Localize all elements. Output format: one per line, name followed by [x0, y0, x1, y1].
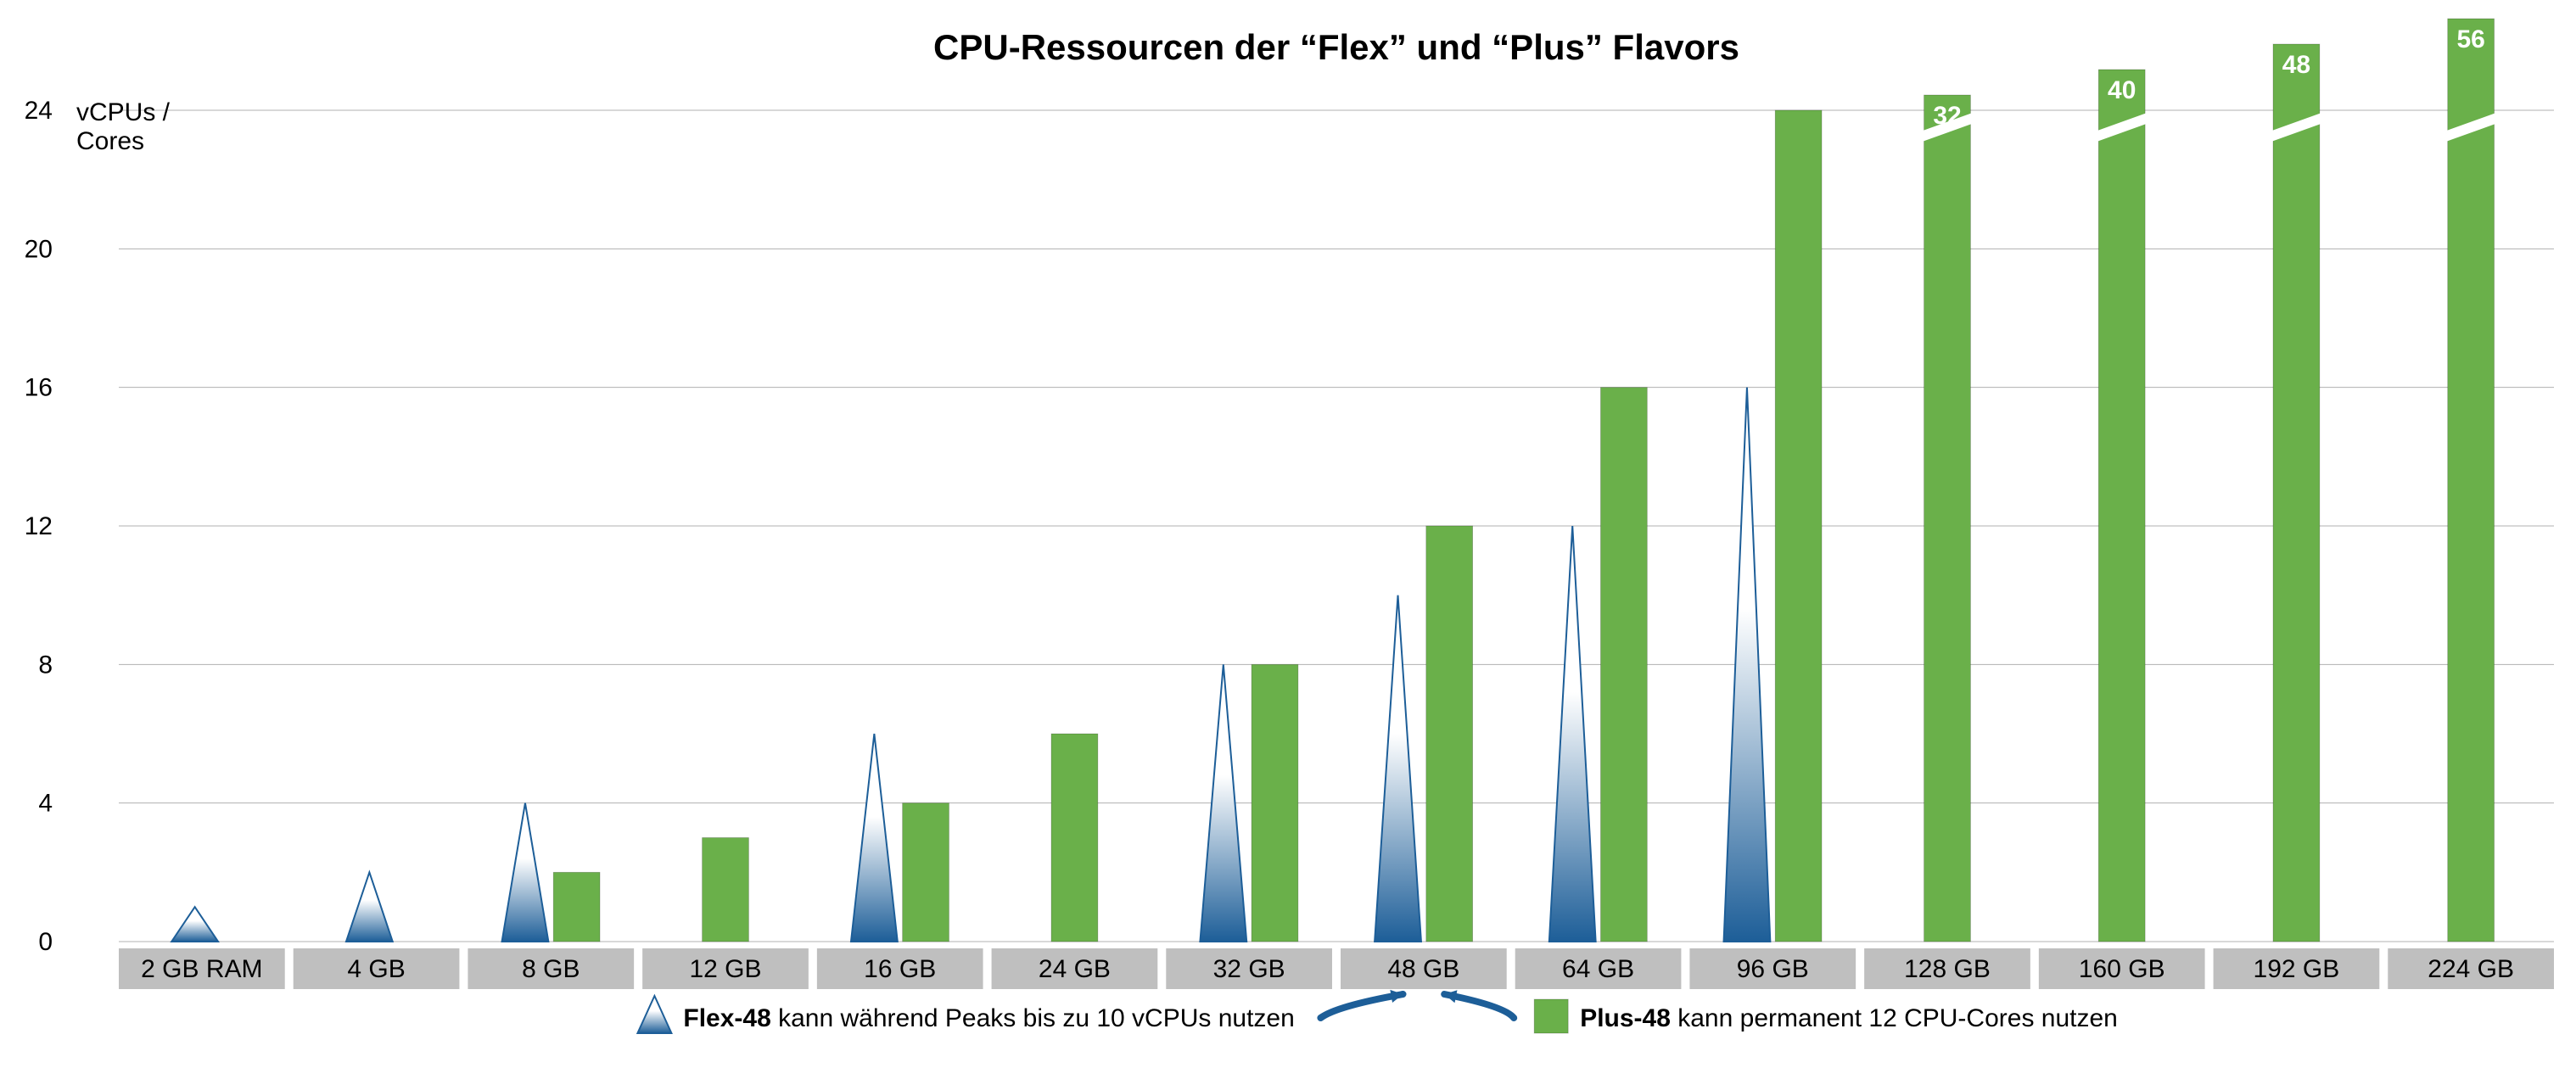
- bar: [1426, 526, 1473, 942]
- axis-breaks: [1919, 117, 2500, 137]
- legend-flex-icon: [637, 996, 671, 1033]
- legend-arrow: [1320, 994, 1403, 1018]
- flex-triangle: [1549, 526, 1596, 942]
- bar: [2448, 19, 2495, 942]
- bar: [1051, 734, 1098, 942]
- x-categories: 2 GB RAM 4 GB 8 GB 12 GB 16 GB 24 GB 32 GB 48 G…: [119, 948, 2554, 989]
- bar-value-label: 56: [2456, 25, 2484, 53]
- flex-triangle: [1375, 595, 1421, 942]
- x-category-label: 224 GB: [2428, 955, 2514, 983]
- svg-text:12: 12: [25, 512, 53, 540]
- x-category-label: 4 GB: [347, 955, 405, 983]
- svg-text:8: 8: [38, 651, 53, 679]
- bar-value-label: 40: [2108, 76, 2136, 104]
- bar: [703, 838, 749, 942]
- chart-title: CPU-Ressourcen der “Flex” und “Plus” Fla…: [933, 27, 1739, 67]
- bar: [1601, 388, 1648, 942]
- bar: [553, 872, 600, 942]
- x-category-label: 8 GB: [522, 955, 580, 983]
- svg-text:24: 24: [25, 97, 53, 125]
- legend-flex-text: Flex-48 kann während Peaks bis zu 10 vCP…: [683, 1004, 1294, 1032]
- chart-svg: CPU-Ressourcen der “Flex” und “Plus” Fla…: [0, 0, 2576, 1079]
- x-category-label: 24 GB: [1039, 955, 1111, 983]
- flex-triangle: [851, 734, 898, 942]
- x-category-label: 96 GB: [1737, 955, 1809, 983]
- x-category-label: 64 GB: [1562, 955, 1634, 983]
- svg-text:vCPUs /: vCPUs /: [76, 98, 171, 126]
- bar: [903, 803, 949, 942]
- bar: [2098, 70, 2145, 942]
- x-category-label: 12 GB: [689, 955, 761, 983]
- bar: [2273, 44, 2320, 942]
- x-category-label: 32 GB: [1213, 955, 1285, 983]
- x-category-label: 2 GB RAM: [141, 955, 262, 983]
- flex-triangle: [502, 803, 549, 942]
- bar: [1924, 95, 1971, 942]
- y-axis-label: vCPUs /Cores: [76, 98, 171, 155]
- legend-plus-icon: [1534, 999, 1568, 1033]
- bar-value-label: 48: [2282, 51, 2310, 79]
- svg-text:Cores: Cores: [76, 127, 144, 155]
- chart-container: CPU-Ressourcen der “Flex” und “Plus” Fla…: [0, 0, 2576, 1079]
- flex-triangle: [346, 872, 393, 942]
- grid: [119, 110, 2554, 942]
- flex-triangle: [171, 907, 218, 942]
- x-category-label: 192 GB: [2254, 955, 2340, 983]
- bar: [1252, 664, 1298, 942]
- bar: [1775, 110, 1822, 942]
- x-category-label: 128 GB: [1904, 955, 1991, 983]
- svg-text:20: 20: [25, 235, 53, 263]
- x-category-label: 48 GB: [1387, 955, 1459, 983]
- y-ticks: 0 4 8 12 16 20 24: [25, 97, 53, 956]
- svg-text:0: 0: [38, 928, 53, 956]
- x-category-label: 16 GB: [864, 955, 936, 983]
- svg-text:16: 16: [25, 374, 53, 402]
- legend: Flex-48 kann während Peaks bis zu 10 vCP…: [637, 990, 2117, 1033]
- x-category-label: 160 GB: [2079, 955, 2165, 983]
- legend-plus-text: Plus-48 kann permanent 12 CPU-Cores nutz…: [1580, 1004, 2118, 1032]
- svg-text:4: 4: [38, 790, 53, 818]
